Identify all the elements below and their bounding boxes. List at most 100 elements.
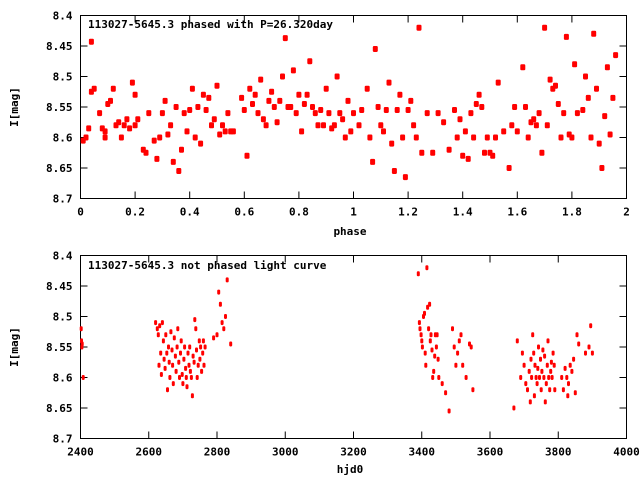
- data-point: [299, 128, 305, 135]
- data-point: [334, 73, 340, 80]
- data-point: [179, 146, 184, 153]
- data-point: [565, 375, 569, 380]
- data-point: [425, 265, 429, 271]
- data-point: [218, 301, 222, 307]
- data-point: [547, 375, 551, 380]
- data-point: [81, 375, 85, 380]
- data-point: [129, 79, 135, 86]
- phased-light-curve-chart: 8.4 8.45 8.5 8.55 8.6 8.65 8.7 0 0.2 0.4 0.6 0.8 1 1.…: [8, 10, 630, 239]
- x-axis-label: hjd0: [337, 463, 364, 476]
- data-point: [461, 362, 465, 368]
- data-point: [310, 104, 315, 110]
- data-point: [244, 152, 250, 159]
- data-point: [190, 393, 194, 399]
- data-point: [188, 344, 192, 350]
- x-tick-label: 2600: [136, 446, 163, 459]
- data-point: [464, 375, 468, 380]
- data-point: [288, 104, 294, 110]
- y-tick-label: 8.65: [46, 162, 73, 175]
- data-point: [214, 82, 220, 89]
- data-point: [427, 326, 431, 332]
- y-tick-label: 8.55: [46, 101, 73, 114]
- x-tick-label: 1: [350, 206, 357, 219]
- data-point: [430, 347, 434, 353]
- data-point: [282, 35, 288, 42]
- y-tick-label: 8.6: [53, 132, 73, 145]
- data-point: [202, 362, 206, 368]
- y-tick-label: 8.7: [53, 433, 73, 446]
- data-point: [589, 323, 593, 329]
- data-point: [596, 140, 602, 147]
- data-point: [183, 344, 187, 350]
- data-point: [509, 122, 515, 129]
- data-point: [86, 125, 92, 132]
- data-point: [535, 381, 539, 387]
- data-point: [239, 94, 245, 101]
- data-point: [277, 97, 283, 104]
- data-point: [482, 149, 487, 156]
- data-point: [225, 110, 231, 117]
- plot-frame: [80, 15, 627, 199]
- data-point: [546, 338, 550, 344]
- data-point: [558, 134, 564, 141]
- data-point: [189, 85, 195, 92]
- data-point: [97, 110, 103, 117]
- data-point: [423, 310, 426, 316]
- data-point: [241, 107, 247, 113]
- data-point: [547, 76, 553, 83]
- data-point: [419, 332, 423, 338]
- data-point: [252, 91, 258, 98]
- y-tick-label: 8.65: [46, 402, 73, 415]
- data-point: [451, 326, 454, 332]
- axis-ticks: 8.4 8.45 8.5 8.55 8.6 8.65 8.7 0 0.2 0.4 0.6 0.8 1 1.…: [46, 10, 630, 219]
- data-point: [416, 24, 422, 31]
- data-point: [342, 134, 348, 141]
- y-axis-label: I[mag]: [8, 87, 21, 127]
- data-point: [162, 356, 166, 362]
- data-point: [569, 134, 575, 141]
- data-point: [552, 362, 556, 368]
- data-point: [471, 387, 475, 393]
- data-point: [186, 350, 190, 356]
- data-point: [356, 122, 362, 129]
- x-tick-label: 1.6: [507, 206, 527, 219]
- data-point: [528, 399, 532, 405]
- data-point: [440, 381, 444, 387]
- data-point: [191, 353, 195, 359]
- data-points: [79, 265, 594, 414]
- data-point: [607, 131, 613, 138]
- data-point: [217, 131, 223, 138]
- data-point: [514, 128, 520, 135]
- data-point: [318, 107, 324, 113]
- data-point: [417, 320, 421, 326]
- data-point: [519, 375, 523, 380]
- data-point: [441, 119, 447, 126]
- data-point: [158, 323, 162, 329]
- data-point: [88, 38, 94, 45]
- data-point: [192, 134, 198, 141]
- data-point: [179, 350, 182, 356]
- x-axis-label: phase: [333, 225, 366, 238]
- data-point: [167, 344, 170, 350]
- data-point: [124, 116, 130, 123]
- data-point: [222, 128, 228, 135]
- data-point: [405, 107, 411, 113]
- data-point: [255, 110, 261, 117]
- data-point: [157, 362, 161, 368]
- data-point: [524, 381, 528, 387]
- data-point: [537, 344, 540, 350]
- data-point: [588, 134, 594, 141]
- data-point: [527, 368, 531, 374]
- data-point: [269, 88, 275, 95]
- data-point: [383, 107, 389, 113]
- data-point: [132, 91, 138, 98]
- data-point: [184, 128, 190, 135]
- data-point: [168, 375, 172, 380]
- data-point: [154, 320, 158, 326]
- data-point: [203, 107, 209, 113]
- data-point: [345, 97, 351, 104]
- plot-frame: [80, 255, 627, 439]
- data-point: [525, 134, 531, 141]
- x-tick-label: 1.4: [453, 206, 473, 219]
